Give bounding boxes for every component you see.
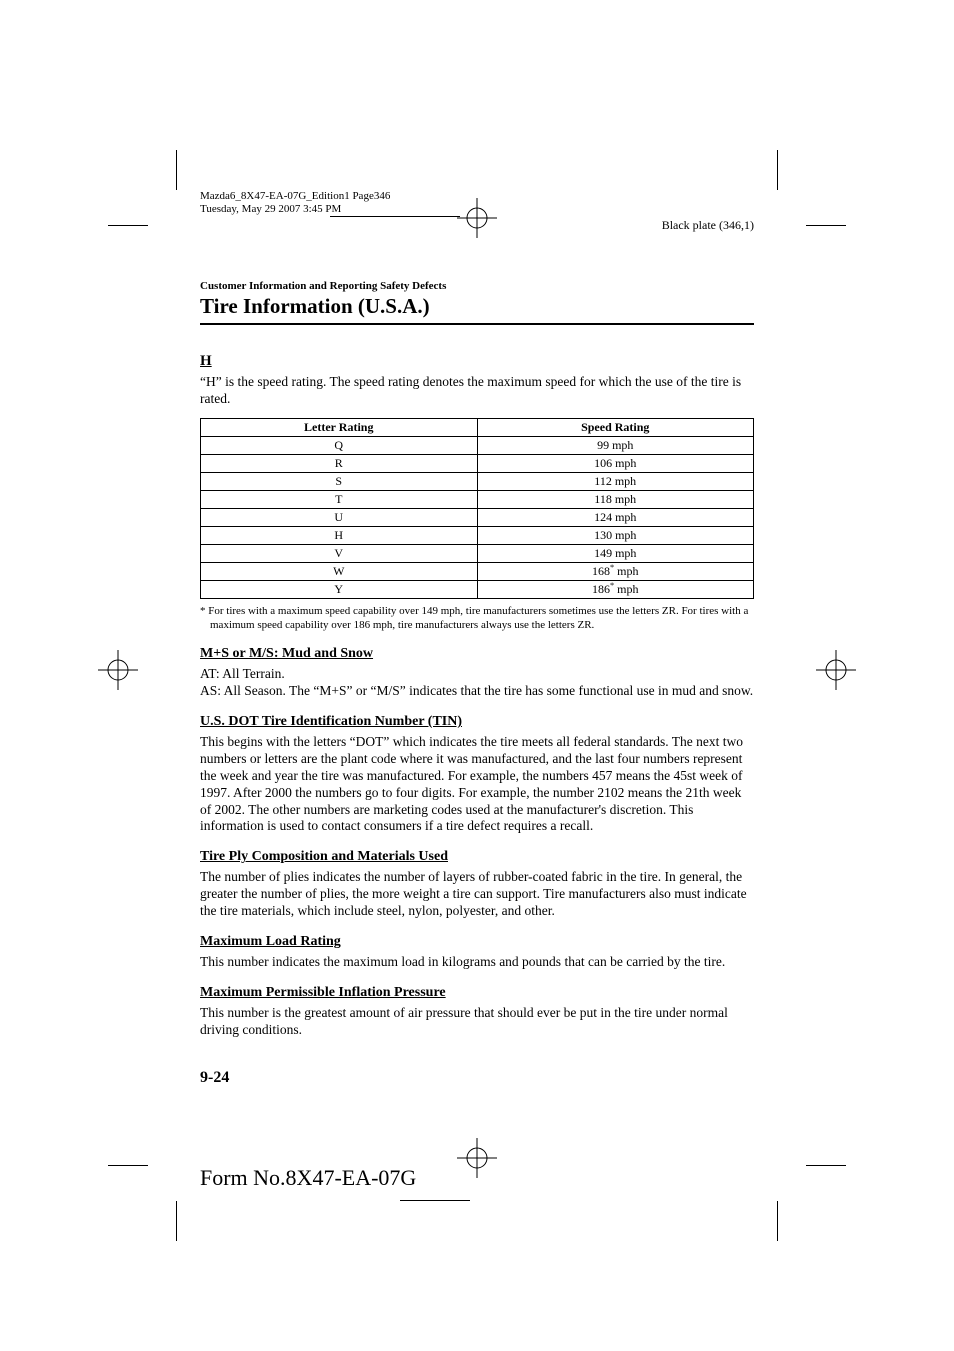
table-row: Q99 mph [201, 436, 754, 454]
table-row: W168* mph [201, 562, 754, 580]
header-line-2: Tuesday, May 29 2007 3:45 PM [200, 203, 754, 216]
table-row: V149 mph [201, 544, 754, 562]
table-cell: Y [201, 580, 478, 598]
table-cell: 118 mph [477, 490, 754, 508]
paragraph-text: This number indicates the maximum load i… [200, 954, 754, 971]
paragraph-text: AT: All Terrain. AS: All Season. The “M+… [200, 666, 754, 700]
paragraph-text: This begins with the letters “DOT” which… [200, 734, 754, 835]
registration-mark-icon [457, 1138, 497, 1183]
reg-line [400, 1200, 470, 1201]
table-cell: T [201, 490, 478, 508]
breadcrumb: Customer Information and Reporting Safet… [200, 280, 754, 292]
table-cell: 106 mph [477, 454, 754, 472]
crop-mark [176, 150, 177, 190]
table-cell: 99 mph [477, 436, 754, 454]
crop-mark [806, 225, 846, 226]
page-content: Customer Information and Reporting Safet… [200, 280, 754, 1087]
speed-footnote: * For tires with a maximum speed capabil… [200, 605, 754, 633]
table-cell: 168* mph [477, 562, 754, 580]
paragraph-heading: U.S. DOT Tire Identification Number (TIN… [200, 714, 754, 730]
table-cell: Q [201, 436, 478, 454]
crop-mark [806, 1165, 846, 1166]
table-row: S112 mph [201, 472, 754, 490]
paragraph-heading: Maximum Load Rating [200, 934, 754, 950]
table-cell: 130 mph [477, 526, 754, 544]
table-cell: V [201, 544, 478, 562]
table-row: Y186* mph [201, 580, 754, 598]
table-cell: 124 mph [477, 508, 754, 526]
print-header: Mazda6_8X47-EA-07G_Edition1 Page346 Tues… [200, 190, 754, 216]
table-row: U124 mph [201, 508, 754, 526]
title-rule [200, 323, 754, 325]
form-number: Form No.8X47-EA-07G [200, 1165, 416, 1191]
registration-mark-icon [816, 650, 856, 690]
speed-rating-table: Letter Rating Speed Rating Q99 mphR106 m… [200, 418, 754, 599]
table-cell: R [201, 454, 478, 472]
table-cell: 186* mph [477, 580, 754, 598]
table-row: R106 mph [201, 454, 754, 472]
crop-mark [108, 225, 148, 226]
crop-mark [176, 1201, 177, 1241]
crop-mark [777, 1201, 778, 1241]
paragraph-text: This number is the greatest amount of ai… [200, 1005, 754, 1039]
h-heading: H [200, 353, 754, 370]
crop-mark [108, 1165, 148, 1166]
paragraph-heading: Maximum Permissible Inflation Pressure [200, 985, 754, 1001]
registration-mark-icon [98, 650, 138, 690]
header-line-1: Mazda6_8X47-EA-07G_Edition1 Page346 [200, 190, 754, 203]
table-cell: H [201, 526, 478, 544]
h-text: “H” is the speed rating. The speed ratin… [200, 374, 754, 408]
table-cell: 149 mph [477, 544, 754, 562]
crop-mark [777, 150, 778, 190]
table-cell: S [201, 472, 478, 490]
paragraph-text: The number of plies indicates the number… [200, 869, 754, 920]
page-number: 9-24 [200, 1069, 754, 1087]
table-row: H130 mph [201, 526, 754, 544]
table-cell: W [201, 562, 478, 580]
table-cell: U [201, 508, 478, 526]
table-row: T118 mph [201, 490, 754, 508]
paragraph-heading: Tire Ply Composition and Materials Used [200, 849, 754, 865]
table-header: Letter Rating [201, 418, 478, 436]
table-cell: 112 mph [477, 472, 754, 490]
black-plate-label: Black plate (346,1) [662, 218, 754, 233]
paragraph-heading: M+S or M/S: Mud and Snow [200, 646, 754, 662]
section-title: Tire Information (U.S.A.) [200, 294, 754, 319]
table-header: Speed Rating [477, 418, 754, 436]
